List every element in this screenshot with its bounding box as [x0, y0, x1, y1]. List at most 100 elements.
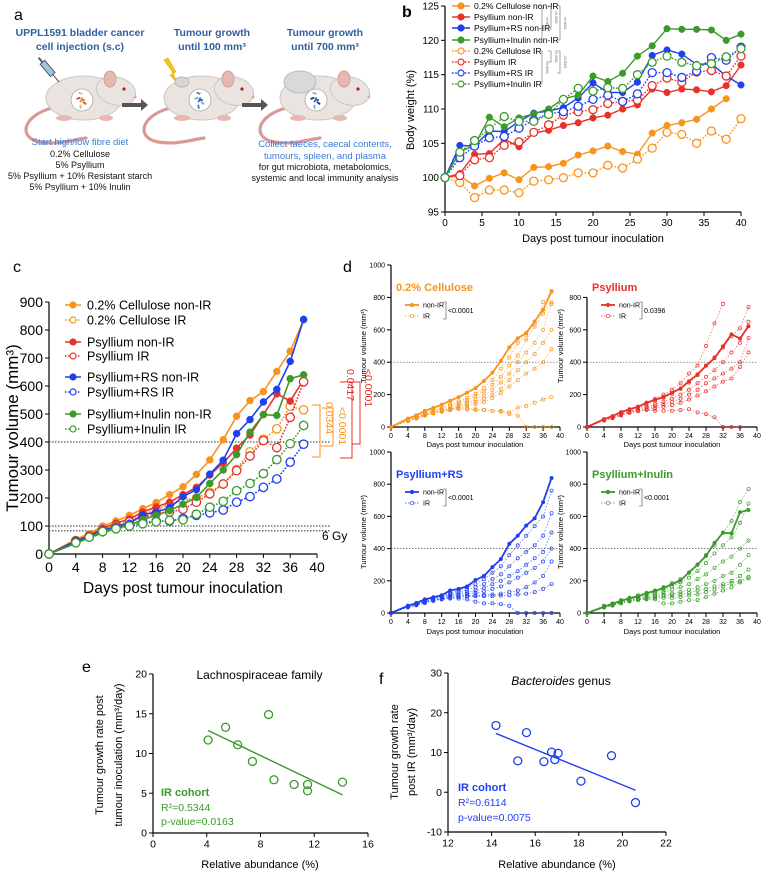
regression-line [207, 729, 343, 796]
p-value-label: <0.0001 [554, 50, 558, 63]
data-point [482, 393, 486, 398]
data-point [465, 407, 469, 412]
chart-e: 0 4 8 12 16 0 5 10 15 20 Relative abundance (%) Tum… [94, 668, 374, 871]
legend-label: Psyllium+Inulin non-IR [474, 35, 559, 45]
panel-label-d: d [343, 259, 352, 276]
y-tick-label: 900 [20, 294, 44, 310]
data-point [484, 153, 495, 163]
data-point [532, 340, 537, 345]
data-point [653, 406, 657, 411]
data-point [482, 593, 486, 597]
data-point [712, 591, 717, 596]
data-point [647, 81, 657, 91]
subplot-title: 0.2% Cellulose [396, 282, 473, 294]
data-point [203, 735, 213, 745]
data-point [532, 366, 537, 371]
data-point [481, 573, 487, 579]
data-point [670, 581, 674, 586]
data-point [490, 378, 495, 382]
legend-marker [605, 489, 611, 495]
y-tick-label: 200 [569, 392, 581, 399]
x-tick-label: 35 [698, 218, 710, 229]
data-point [746, 538, 751, 543]
data-point [524, 523, 529, 528]
data-point [687, 582, 691, 586]
x-axis-label: Relative abundance (%) [201, 859, 318, 871]
data-point [619, 69, 627, 77]
x-axis-label: Days post tumour inoculation [624, 627, 721, 636]
data-point [286, 357, 294, 366]
legend-marker [457, 36, 465, 44]
data-point [549, 327, 554, 332]
y-tick-label: 5 [141, 788, 147, 800]
diet-item: 5% Psyllium [55, 160, 104, 170]
data-point [273, 411, 281, 420]
data-point [670, 587, 674, 592]
legend-label: Psyllium+Inulin IR [474, 79, 542, 89]
x-tick-label: 40 [735, 218, 747, 229]
data-point [619, 148, 627, 156]
series-line [390, 408, 552, 428]
x-tick-label: 4 [204, 839, 210, 851]
step3-title-line2: until 700 mm³ [291, 41, 359, 53]
data-point [738, 365, 742, 370]
data-point [490, 392, 495, 397]
mouse-foot [333, 115, 347, 121]
x-tick-label: 0 [389, 619, 393, 626]
data-point [644, 590, 649, 595]
data-point [507, 363, 512, 368]
data-point [539, 756, 549, 767]
data-point [498, 564, 503, 569]
x-tick-label: 36 [539, 433, 547, 440]
x-tick-label: 20 [472, 433, 480, 440]
series-line [390, 598, 552, 614]
data-point [422, 412, 427, 417]
series-0-2-cellulose-non-ir [441, 95, 730, 190]
data-point [636, 405, 640, 410]
chart-d3: 0 4 8 12 16 20 24 28 32 36 4002004006008001000Days… [359, 449, 564, 636]
data-point [482, 399, 486, 404]
significance-bracket [352, 381, 361, 445]
data-point [137, 518, 148, 529]
significance-bracket [312, 404, 321, 458]
series-line [586, 337, 749, 428]
data-point [473, 386, 478, 391]
x-axis-label: Days post tumour inoculation [427, 627, 524, 636]
x-tick-label: 40 [753, 619, 761, 626]
y-tick-label: 1000 [369, 449, 385, 456]
data-point [514, 188, 524, 198]
data-point [545, 163, 553, 171]
data-point [299, 371, 308, 379]
mouse-ear [337, 70, 351, 88]
data-point [541, 611, 546, 615]
series-ir [389, 301, 554, 429]
series-line [586, 578, 749, 614]
data-point [302, 786, 313, 796]
data-point [532, 516, 537, 521]
data-point [456, 395, 461, 400]
data-point [448, 407, 453, 412]
data-point [482, 601, 486, 606]
data-point [574, 151, 582, 159]
data-point [218, 505, 229, 515]
x-tick-label: 12 [122, 559, 138, 575]
data-point [644, 400, 649, 405]
data-point [532, 425, 537, 429]
collect-purpose-line2: systemic and local immunity analysis [251, 173, 399, 183]
x-tick-label: 4 [602, 619, 606, 626]
x-tick-label: 16 [455, 433, 463, 440]
data-point [529, 127, 539, 137]
data-point [258, 482, 269, 493]
data-point [691, 138, 702, 148]
y-axis-label: Tumour volume (mm³) [556, 309, 565, 383]
data-point [661, 587, 666, 592]
y-axis-label-line1: Tumour growth rate [389, 704, 401, 800]
subplot-title: Psyllium+Inulin [592, 469, 673, 481]
data-point [721, 582, 725, 586]
legend-marker [457, 2, 465, 10]
y-tick-label: 0 [577, 424, 581, 431]
data-point [439, 406, 444, 411]
data-point [693, 115, 701, 123]
data-point [712, 584, 717, 589]
data-point [661, 590, 666, 595]
